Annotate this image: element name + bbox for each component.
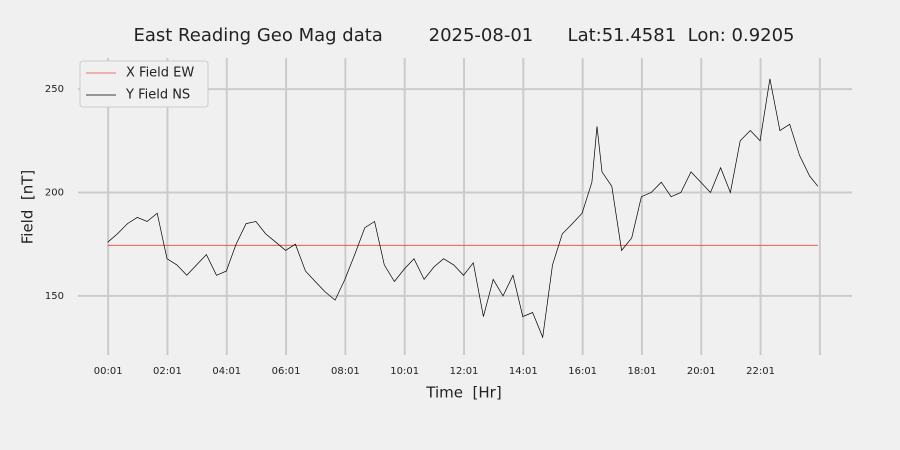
legend-box bbox=[79, 60, 209, 108]
legend: X Field EW Y Field NS bbox=[79, 60, 209, 108]
x-tick-label: 00:01 bbox=[94, 366, 123, 377]
y-tick-label: 150 bbox=[45, 291, 64, 302]
legend-label: Y Field NS bbox=[125, 88, 190, 103]
x-tick-label: 18:01 bbox=[628, 366, 657, 377]
x-tick-label: 02:01 bbox=[153, 366, 182, 377]
x-tick-label: 20:01 bbox=[687, 366, 716, 377]
x-tick-label: 22:01 bbox=[746, 366, 775, 377]
x-tick-label: 12:01 bbox=[450, 366, 479, 377]
x-axis-label: Time [Hr] bbox=[425, 384, 501, 402]
y-tick-label: 200 bbox=[45, 188, 64, 199]
series-line bbox=[107, 78, 819, 339]
x-tick-label: 14:01 bbox=[509, 366, 538, 377]
x-tick-label: 10:01 bbox=[390, 366, 419, 377]
chart-title: East Reading Geo Mag data 2025-08-01 Lat… bbox=[133, 25, 794, 46]
x-tick-label: 08:01 bbox=[331, 366, 360, 377]
x-tick-label: 06:01 bbox=[272, 366, 301, 377]
x-tick-label: 16:01 bbox=[568, 366, 597, 377]
x-tick-label: 04:01 bbox=[212, 366, 241, 377]
legend-label: X Field EW bbox=[126, 66, 194, 81]
y-tick-label: 250 bbox=[45, 84, 64, 95]
y-axis-label: Field [nT] bbox=[19, 170, 37, 245]
